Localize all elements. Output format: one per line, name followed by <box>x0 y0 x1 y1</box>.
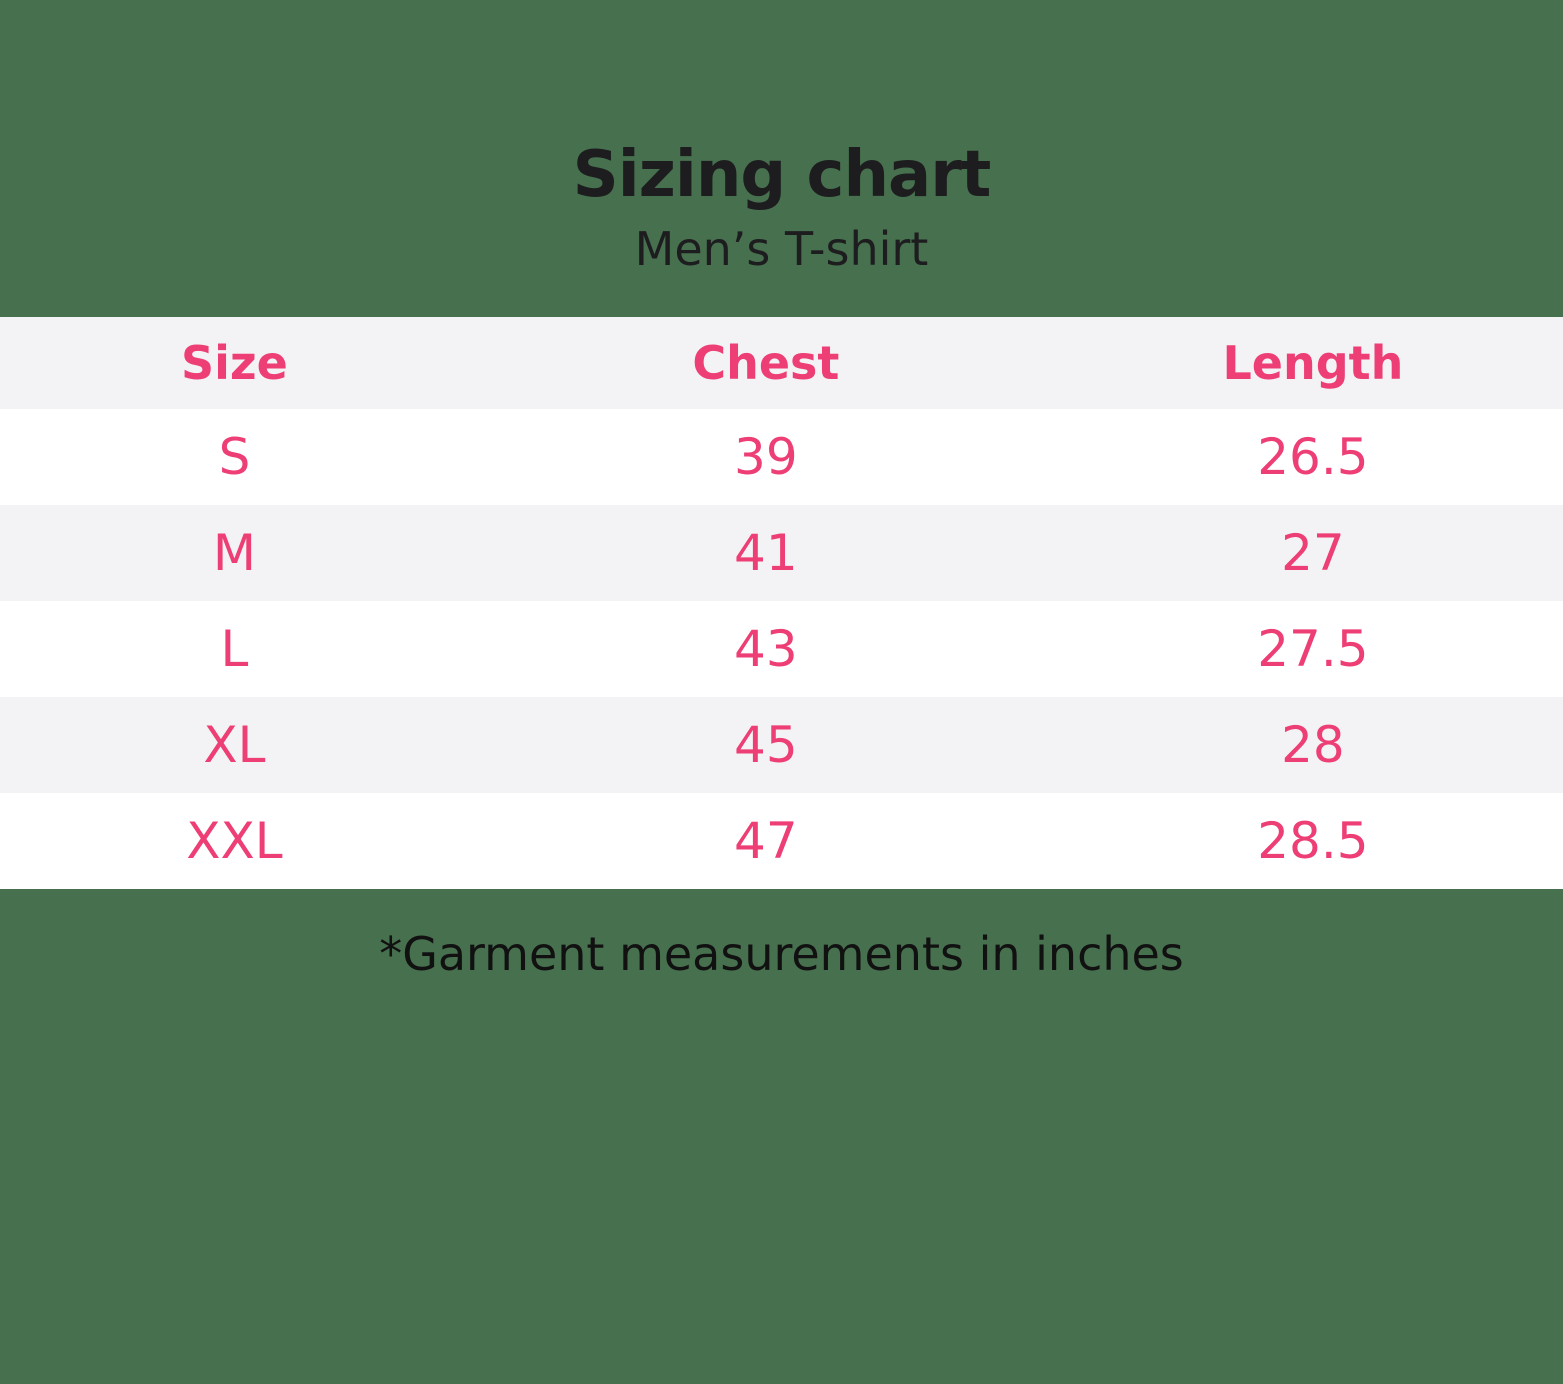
title-block: Sizing chart Men’s T-shirt <box>0 140 1563 275</box>
cell-length: 28.5 <box>1257 811 1369 870</box>
cell-chest: 41 <box>734 523 798 582</box>
column-header-size: Size <box>181 335 288 390</box>
cell-length: 28 <box>1281 715 1345 774</box>
page-subtitle: Men’s T-shirt <box>634 222 929 277</box>
cell-length: 26.5 <box>1257 427 1369 486</box>
cell-length: 27.5 <box>1257 619 1369 678</box>
table-header-row: Size Chest Length <box>0 316 1563 409</box>
cell-size: XL <box>203 715 266 774</box>
table-row: M 41 27 <box>0 504 1563 601</box>
sizing-table: Size Chest Length S 39 26.5 M 41 27 L 43… <box>0 316 1563 889</box>
measurement-footnote: *Garment measurements in inches <box>379 926 1184 981</box>
column-header-chest: Chest <box>692 335 840 390</box>
table-row: XL 45 28 <box>0 696 1563 793</box>
table-row: XXL 47 28.5 <box>0 792 1563 889</box>
cell-size: L <box>220 619 249 678</box>
cell-chest: 45 <box>734 715 798 774</box>
cell-size: S <box>218 427 251 486</box>
column-header-length: Length <box>1222 335 1404 390</box>
cell-chest: 39 <box>734 427 798 486</box>
page-title: Sizing chart <box>572 138 992 212</box>
table-row: S 39 26.5 <box>0 408 1563 505</box>
cell-chest: 43 <box>734 619 798 678</box>
table-row: L 43 27.5 <box>0 600 1563 697</box>
cell-size: XXL <box>186 811 283 870</box>
cell-chest: 47 <box>734 811 798 870</box>
cell-length: 27 <box>1281 523 1345 582</box>
cell-size: M <box>212 523 257 582</box>
table-body: S 39 26.5 M 41 27 L 43 27.5 XL 45 28 XXL <box>0 408 1563 889</box>
